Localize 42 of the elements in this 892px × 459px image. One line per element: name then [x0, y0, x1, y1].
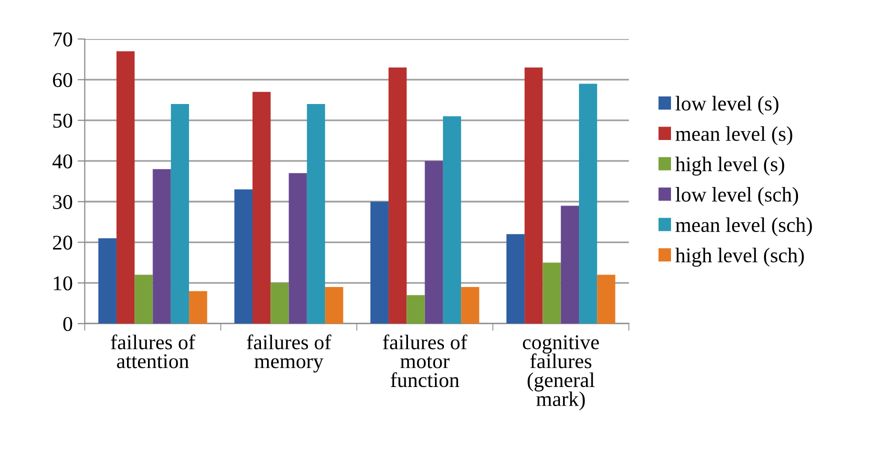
bar — [189, 291, 208, 324]
bar — [578, 84, 598, 324]
bar — [98, 238, 116, 324]
bar — [134, 274, 153, 324]
bar — [388, 67, 407, 324]
bar — [288, 173, 307, 324]
bar — [370, 202, 389, 324]
legend-label: mean level (sch) — [676, 217, 812, 236]
legend-label: high level (sch) — [675, 248, 804, 267]
legend-label: low level (sch) — [676, 187, 798, 206]
y-tick-label: 70 — [53, 32, 72, 46]
legend-label: high level (s) — [675, 156, 784, 176]
bar — [597, 274, 616, 324]
bar — [170, 104, 190, 324]
bar — [542, 262, 561, 324]
bar — [406, 295, 425, 324]
x-tick-label: failures of motor function — [382, 334, 468, 388]
bar — [306, 104, 326, 324]
y-tick-label: 30 — [53, 195, 72, 210]
y-tick-label: 50 — [53, 114, 72, 128]
x-tick-label: failures of attention — [110, 334, 196, 368]
y-tick-label: 60 — [52, 73, 72, 88]
bar — [461, 287, 480, 324]
bar — [152, 169, 171, 324]
bar — [234, 189, 253, 324]
bar — [442, 116, 462, 324]
x-tick-label: failures of memory — [246, 334, 332, 373]
y-tick-label: 0 — [63, 316, 72, 332]
bar — [506, 234, 525, 324]
x-tick-label: cognitive failures (general mark) — [522, 335, 599, 410]
bar — [325, 287, 344, 324]
bar — [252, 92, 271, 324]
legend-label: low level (s) — [676, 96, 778, 115]
y-tick-label: 40 — [52, 154, 72, 168]
bar — [560, 206, 579, 324]
bar — [424, 160, 443, 324]
y-tick-label: 10 — [54, 276, 72, 290]
bar — [270, 282, 289, 324]
y-tick-label: 20 — [53, 236, 72, 250]
legend-label: mean level (s) — [676, 126, 792, 146]
bar — [524, 67, 543, 324]
bar — [116, 51, 135, 324]
